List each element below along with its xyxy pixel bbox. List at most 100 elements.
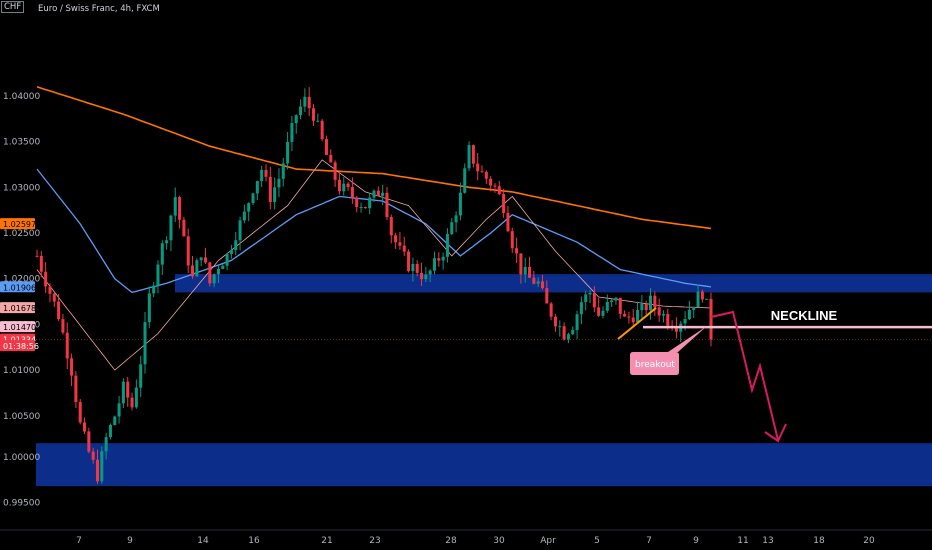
candle-body <box>191 265 195 277</box>
candle-body <box>432 258 436 271</box>
x-tick-label: 11 <box>737 536 748 546</box>
candle-body <box>428 270 432 275</box>
candle-body <box>108 424 112 438</box>
candle-body <box>65 332 69 359</box>
candle-body <box>273 187 277 203</box>
price-tag-label: 01:38:56 <box>3 342 39 351</box>
price-tag-label: 1.01678 <box>3 304 36 313</box>
candle-body <box>523 266 527 275</box>
candle-body <box>601 310 605 316</box>
candle-body <box>696 291 700 307</box>
candle-body <box>683 319 687 324</box>
candle-body <box>540 281 545 289</box>
candle-body <box>234 240 238 251</box>
candle-body <box>78 402 82 423</box>
candle-body <box>312 108 316 121</box>
overlay-layer: NECKLINE breakout <box>36 307 932 443</box>
candle-body <box>385 192 389 218</box>
candle-body <box>208 262 212 284</box>
x-tick-label: 5 <box>594 536 600 546</box>
candle-body <box>558 326 562 328</box>
candle-body <box>450 222 454 235</box>
candle-body <box>368 197 372 209</box>
candle-body <box>463 168 467 193</box>
x-tick-label: 20 <box>863 536 875 546</box>
candle-body <box>480 171 484 173</box>
candle-body <box>307 96 311 109</box>
candle-body <box>165 240 169 244</box>
candle-body <box>553 316 557 327</box>
candle-body <box>402 245 406 252</box>
candle-body <box>381 192 385 196</box>
candle-body <box>588 292 592 295</box>
ema-slow-line <box>36 86 712 230</box>
candle-body <box>74 375 78 403</box>
candle-body <box>640 303 644 311</box>
candle-body <box>186 236 190 266</box>
candle-body <box>212 274 216 284</box>
candle-body <box>195 260 199 277</box>
x-tick-label: 7 <box>76 536 82 546</box>
candle-body <box>528 266 532 278</box>
candle-body <box>121 381 125 404</box>
candle-body <box>117 403 121 417</box>
candle-body <box>44 271 48 287</box>
candle-body <box>238 220 242 241</box>
candle-body <box>705 298 709 300</box>
x-tick-label: 9 <box>693 536 699 546</box>
candle-body <box>139 364 143 388</box>
candle-body <box>398 242 402 246</box>
candle-body <box>454 215 458 223</box>
candle-body <box>394 235 398 243</box>
candle-body <box>143 322 147 365</box>
candle-body <box>437 258 441 261</box>
candle-body <box>113 416 117 425</box>
candle-body <box>303 96 307 107</box>
candle-body <box>48 286 52 294</box>
candle-body <box>268 176 272 203</box>
candle-body <box>489 178 493 186</box>
y-tick-label: 0.99500 <box>3 499 40 509</box>
candle-body <box>126 381 130 398</box>
candle-body <box>497 186 501 195</box>
candle-body <box>407 251 411 272</box>
candle-body <box>687 309 691 320</box>
candle-body <box>320 120 324 140</box>
candle-body <box>57 301 61 320</box>
candle-body <box>445 234 449 257</box>
candle-body <box>618 297 622 314</box>
candle-body <box>160 243 164 265</box>
candle-body <box>597 307 601 316</box>
candle-body <box>502 194 506 213</box>
candle-body <box>610 300 614 303</box>
candle-body <box>584 294 588 303</box>
x-tick-label: 14 <box>197 536 209 546</box>
candle-body <box>70 358 74 376</box>
x-tick-label: 16 <box>248 536 260 546</box>
candle-body <box>471 145 475 164</box>
x-tick-label: 13 <box>762 536 773 546</box>
candle-body <box>95 459 99 482</box>
candle-body <box>562 326 566 340</box>
price-tag-label: 1.02597 <box>3 220 36 229</box>
candle-body <box>415 264 419 273</box>
candle-body <box>169 215 173 241</box>
candle-body <box>566 334 570 340</box>
candle-body <box>545 288 549 304</box>
candle-body <box>61 319 65 333</box>
projection-arrowhead <box>764 423 787 443</box>
candle-body <box>657 307 661 316</box>
y-tick-label: 1.03500 <box>3 138 40 148</box>
candle-body <box>355 197 359 208</box>
candle-body <box>692 306 696 310</box>
candle-body <box>424 274 428 280</box>
currency-badge[interactable]: CHF <box>1 1 25 13</box>
candle-body <box>458 192 462 216</box>
y-tick-label: 1.01000 <box>3 366 40 376</box>
candle-body <box>39 256 43 272</box>
candle-body <box>636 310 640 323</box>
candle-body <box>372 190 376 198</box>
candle-body <box>225 254 229 266</box>
candle-body <box>316 120 320 122</box>
